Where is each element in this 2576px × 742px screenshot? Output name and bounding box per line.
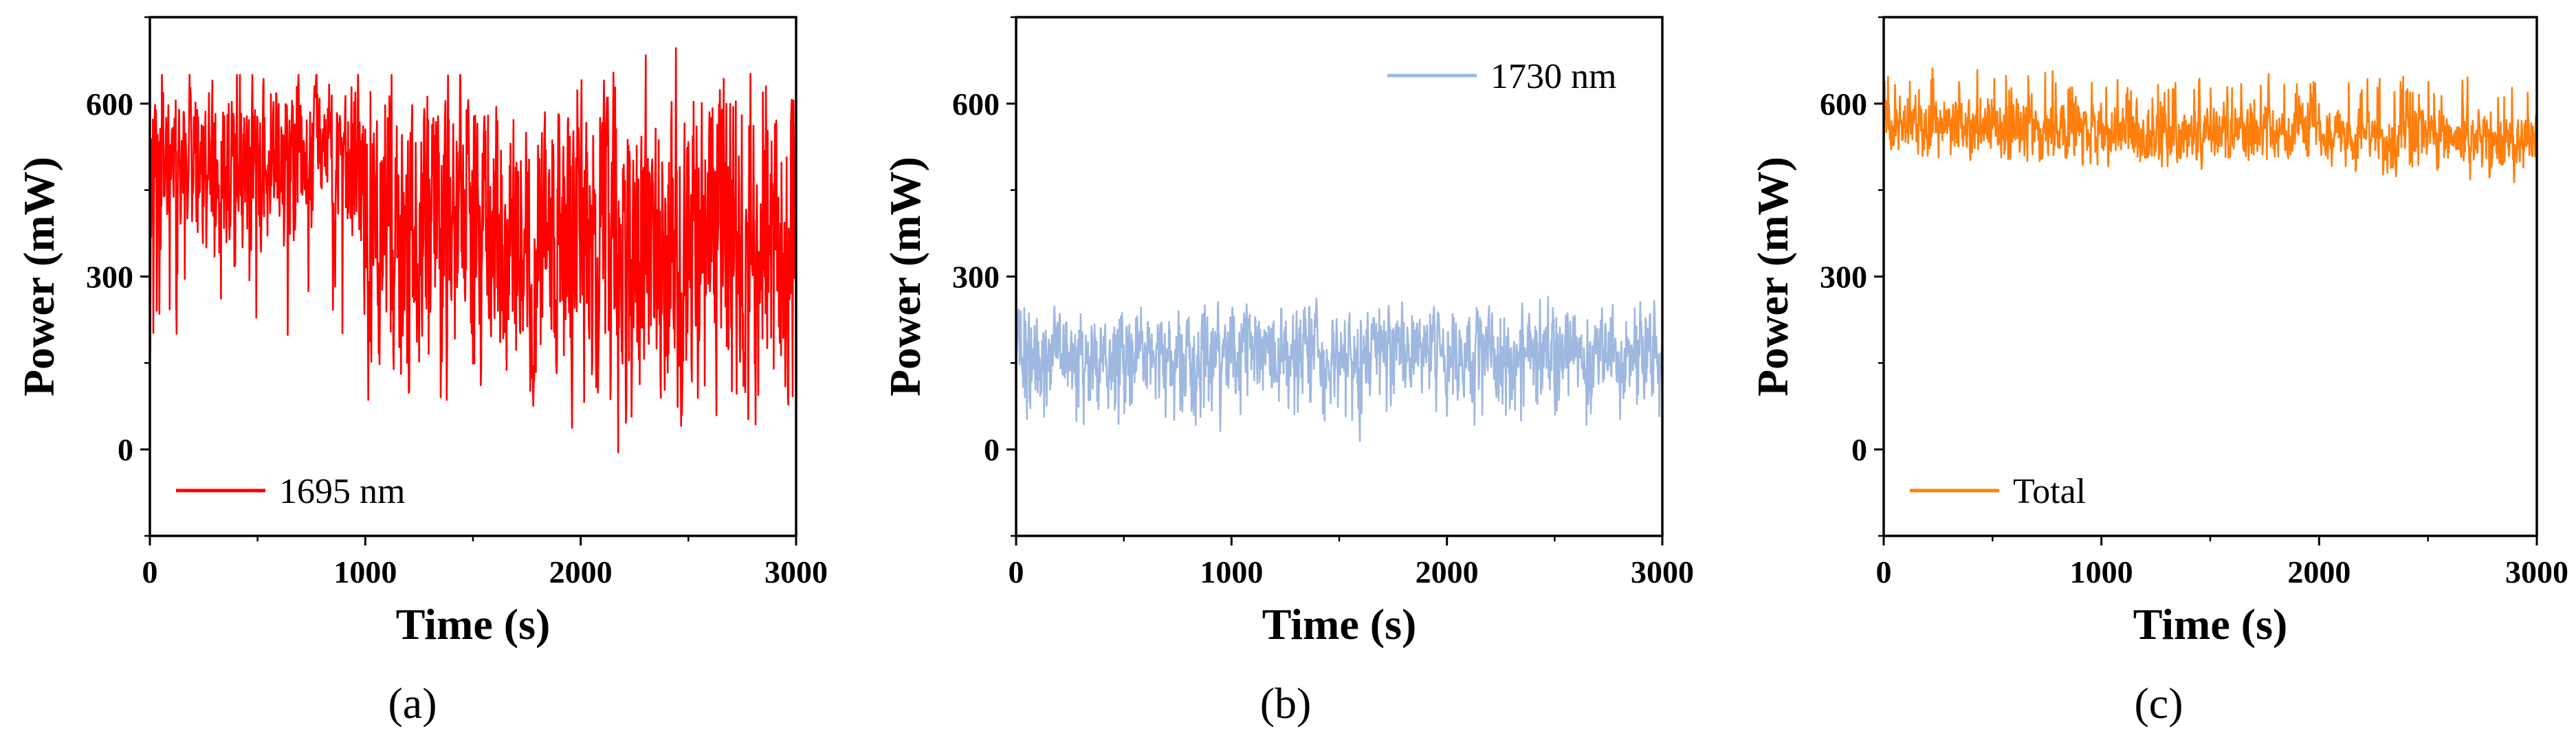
x-tick-label: 0: [1009, 554, 1024, 589]
panel-caption: (c): [2134, 679, 2183, 728]
y-axis-title: Power (mW): [881, 157, 929, 396]
x-axis-title: Time (s): [396, 600, 551, 649]
x-tick-label: 2000: [549, 554, 613, 589]
legend-label: 1695 nm: [279, 472, 405, 511]
x-axis-title: Time (s): [1262, 600, 1417, 649]
y-axis-title: Power (mW): [1748, 157, 1797, 396]
chart-panel-3: 0 300 600 0 1000 2000 3000 Time (s) Power (mW) To…: [1748, 16, 2568, 728]
x-tick-label: 3000: [1631, 554, 1694, 589]
legend-label: 1730 nm: [1490, 57, 1616, 96]
y-tick-label: 300: [1820, 260, 1867, 295]
series-line-1730-nm: [1016, 295, 1662, 442]
y-tick-label: 300: [86, 260, 133, 295]
x-tick-label: 1000: [1200, 554, 1263, 589]
legend: Total: [1910, 472, 2086, 511]
x-axis-title: Time (s): [2133, 600, 2288, 649]
x-tick-label: 0: [1876, 554, 1892, 589]
y-tick-label: 600: [952, 87, 1000, 122]
y-tick-label: 0: [118, 432, 133, 467]
y-tick-label: 600: [1820, 87, 1867, 122]
x-tick-label: 3000: [2505, 554, 2568, 589]
x-tick-label: 1000: [333, 554, 397, 589]
y-tick-label: 600: [86, 87, 133, 122]
y-tick-label: 0: [984, 432, 1000, 467]
y-axis-title: Power (mW): [14, 157, 63, 396]
series-line-1695-nm: [150, 47, 796, 453]
chart-panel-2: 0 300 600 0 1000 2000 3000 Time (s) Power (mW) 17…: [881, 16, 1694, 728]
y-tick-label: 0: [1851, 432, 1867, 467]
panel-caption: (b): [1260, 679, 1312, 728]
legend-label: Total: [2013, 472, 2086, 511]
x-tick-label: 2000: [1416, 554, 1479, 589]
legend: 1730 nm: [1387, 57, 1616, 96]
series-line-total: [1884, 67, 2537, 183]
y-tick-label: 300: [952, 260, 1000, 295]
legend: 1695 nm: [176, 472, 405, 511]
panel-caption: (a): [388, 679, 437, 728]
x-tick-label: 2000: [2287, 554, 2351, 589]
x-tick-label: 0: [142, 554, 158, 589]
chart-panel-1: 0 300 600 0 1000 2000 3000 Time (s) Power (mW) 16…: [14, 16, 828, 728]
x-tick-label: 3000: [764, 554, 828, 589]
x-tick-label: 1000: [2070, 554, 2133, 589]
